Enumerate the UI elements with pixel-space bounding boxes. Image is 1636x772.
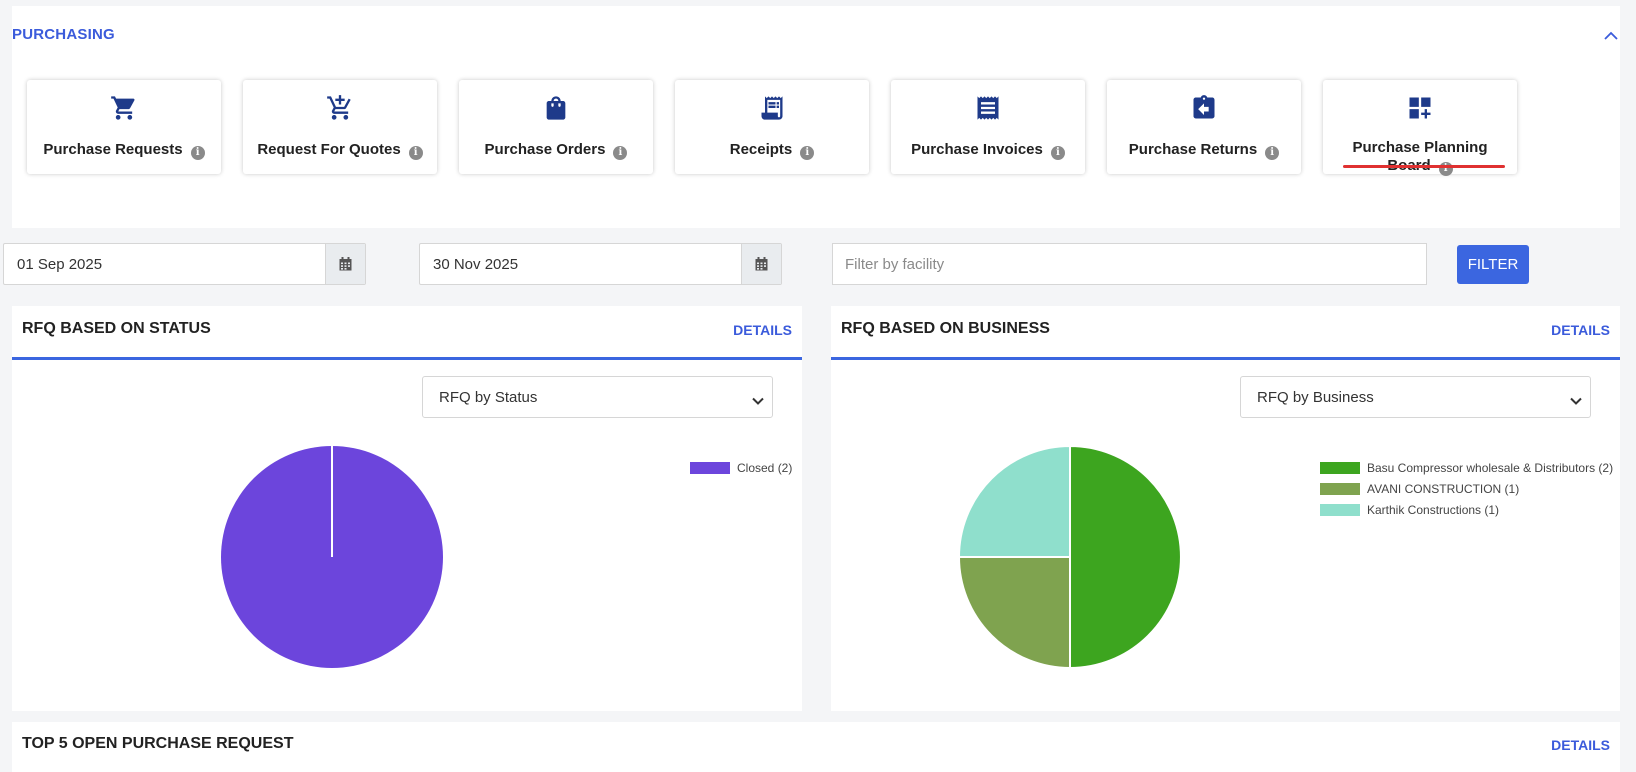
chevron-down-icon [1570, 392, 1582, 410]
tile-label: Purchase Returns i [1113, 141, 1295, 160]
start-date-field [3, 243, 366, 285]
end-date-input[interactable] [420, 244, 741, 284]
tile-receipts[interactable]: Receipts i [675, 80, 869, 174]
tile-purchase-requests[interactable]: Purchase Requests i [27, 80, 221, 174]
facility-filter-input[interactable] [832, 243, 1427, 285]
panel-title: TOP 5 OPEN PURCHASE REQUEST [22, 735, 294, 752]
end-date-field [419, 243, 782, 285]
rfq-business-select[interactable]: RFQ by Business [1240, 376, 1591, 418]
cart-plus-icon [243, 94, 437, 124]
tile-label: Receipts i [681, 141, 863, 160]
pie-slice[interactable] [957, 556, 1071, 670]
pie-slice[interactable] [1069, 444, 1182, 670]
chevron-down-icon [752, 392, 764, 410]
invoice-icon [891, 94, 1085, 124]
rfq-business-pie-chart [957, 444, 1182, 670]
panel-header: RFQ BASED ON STATUS DETAILS [12, 306, 802, 360]
tile-label: Purchase Invoices i [897, 141, 1079, 160]
purchasing-section: PURCHASING Purchase Requests i Request Fo… [12, 6, 1620, 228]
info-icon[interactable]: i [190, 146, 205, 160]
pie-slice[interactable] [957, 444, 1071, 558]
info-icon[interactable]: i [1050, 146, 1065, 160]
tile-purchase-planning-board[interactable]: Purchase Planning Boardi [1323, 80, 1517, 176]
info-icon[interactable]: i [1265, 146, 1280, 160]
legend-swatch [690, 462, 730, 474]
rfq-status-select[interactable]: RFQ by Status [422, 376, 773, 418]
tile-purchase-orders[interactable]: Purchase Orders i [459, 80, 653, 174]
select-value: RFQ by Business [1257, 389, 1374, 406]
info-icon[interactable]: i [800, 146, 815, 160]
legend-label: Karthik Constructions (1) [1367, 503, 1500, 517]
legend-swatch [1320, 483, 1360, 495]
legend-swatch [1320, 504, 1360, 516]
tile-request-for-quotes[interactable]: Request For Quotes i [243, 80, 437, 174]
legend-label: Basu Compressor wholesale & Distributors… [1367, 461, 1614, 475]
tile-purchase-returns[interactable]: Purchase Returns i [1107, 80, 1301, 174]
info-icon[interactable]: i [613, 146, 628, 160]
chevron-up-icon[interactable] [1602, 26, 1620, 44]
active-tile-indicator [1343, 165, 1505, 168]
shopping-bag-icon [459, 94, 653, 124]
tile-label: Purchase Requests i [33, 141, 215, 160]
start-date-input[interactable] [4, 244, 325, 284]
select-value: RFQ by Status [439, 389, 538, 406]
return-clipboard-icon [1107, 94, 1301, 124]
tile-label: Purchase Orders i [465, 141, 647, 160]
rfq-business-panel: RFQ BASED ON BUSINESS DETAILS RFQ by Bus… [831, 306, 1620, 711]
details-link[interactable]: DETAILS [733, 322, 792, 338]
tile-purchase-invoices[interactable]: Purchase Invoices i [891, 80, 1085, 174]
legend-swatch [1320, 462, 1360, 474]
dashboard-add-icon [1323, 94, 1517, 124]
tile-label: Purchase Planning Boardi [1352, 139, 1488, 176]
details-link[interactable]: DETAILS [1551, 737, 1610, 753]
legend-label: Closed (2) [737, 461, 793, 475]
details-link[interactable]: DETAILS [1551, 322, 1610, 338]
panel-header: RFQ BASED ON BUSINESS DETAILS [831, 306, 1620, 360]
legend-label: AVANI CONSTRUCTION (1) [1367, 482, 1520, 496]
receipt-icon [675, 94, 869, 124]
rfq-status-panel: RFQ BASED ON STATUS DETAILS RFQ by Statu… [12, 306, 802, 711]
panel-title: RFQ BASED ON STATUS [22, 320, 211, 337]
tile-label: Request For Quotes i [249, 141, 431, 160]
panel-title: RFQ BASED ON BUSINESS [841, 320, 1050, 337]
calendar-icon[interactable] [741, 244, 781, 284]
rfq-status-pie-chart [221, 446, 443, 668]
calendar-icon[interactable] [325, 244, 365, 284]
filter-button[interactable]: FILTER [1457, 245, 1529, 284]
filter-bar: FILTER [0, 243, 1636, 285]
section-title: PURCHASING [12, 26, 115, 43]
cart-icon [27, 94, 221, 124]
info-icon[interactable]: i [408, 146, 423, 160]
top-open-purchase-request-panel: TOP 5 OPEN PURCHASE REQUEST DETAILS [12, 722, 1620, 772]
